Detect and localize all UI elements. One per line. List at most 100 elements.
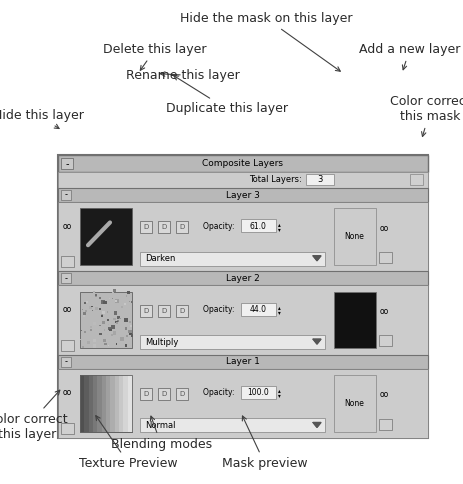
Bar bbox=[58, 369, 428, 438]
Bar bbox=[116, 322, 118, 324]
Bar bbox=[58, 202, 428, 272]
Bar bbox=[83, 315, 85, 317]
Bar bbox=[93, 291, 95, 293]
Bar bbox=[103, 301, 106, 304]
Text: Texture Preview: Texture Preview bbox=[79, 416, 178, 470]
Bar bbox=[58, 188, 428, 202]
Bar bbox=[58, 286, 428, 355]
Bar bbox=[112, 292, 114, 294]
Text: oo: oo bbox=[380, 390, 389, 399]
Polygon shape bbox=[313, 256, 321, 261]
Bar bbox=[120, 337, 125, 341]
Bar bbox=[94, 322, 96, 325]
Bar bbox=[241, 302, 276, 316]
Text: None: None bbox=[345, 399, 364, 408]
Bar bbox=[129, 321, 131, 323]
Text: Normal: Normal bbox=[145, 421, 175, 430]
Bar bbox=[119, 318, 121, 319]
Text: D: D bbox=[179, 224, 185, 230]
Text: D: D bbox=[162, 391, 167, 397]
Bar bbox=[106, 333, 107, 334]
Bar bbox=[80, 375, 132, 432]
Bar bbox=[131, 301, 133, 303]
Text: Composite Layers: Composite Layers bbox=[202, 160, 283, 168]
Bar bbox=[140, 388, 152, 400]
Text: oo: oo bbox=[380, 307, 389, 316]
Bar bbox=[104, 343, 106, 345]
Bar bbox=[158, 221, 170, 233]
Text: Multiply: Multiply bbox=[145, 338, 178, 347]
Bar bbox=[124, 303, 125, 305]
Text: Color correct
this mask: Color correct this mask bbox=[390, 95, 463, 136]
Bar bbox=[109, 298, 110, 299]
Bar bbox=[379, 335, 392, 347]
Bar bbox=[95, 294, 97, 296]
Bar bbox=[103, 339, 106, 343]
Bar bbox=[88, 341, 90, 344]
Text: oo: oo bbox=[63, 222, 72, 231]
Text: 44.0: 44.0 bbox=[250, 305, 267, 314]
Polygon shape bbox=[313, 339, 321, 344]
Text: D: D bbox=[162, 224, 167, 230]
Bar bbox=[61, 340, 74, 351]
Text: D: D bbox=[179, 391, 185, 397]
Bar bbox=[115, 299, 119, 303]
Bar bbox=[334, 208, 375, 265]
Text: Hide this layer: Hide this layer bbox=[0, 109, 83, 129]
Bar bbox=[80, 208, 132, 265]
Text: -: - bbox=[64, 274, 68, 283]
Bar bbox=[111, 334, 113, 336]
Text: Layer 1: Layer 1 bbox=[226, 357, 260, 366]
Text: D: D bbox=[144, 307, 149, 314]
Bar bbox=[334, 375, 375, 432]
Bar bbox=[111, 325, 115, 329]
Text: 61.0: 61.0 bbox=[250, 222, 266, 231]
Bar bbox=[117, 320, 119, 322]
Text: D: D bbox=[162, 307, 167, 314]
Bar bbox=[58, 172, 428, 188]
Bar bbox=[89, 375, 94, 432]
Bar bbox=[410, 174, 423, 185]
Text: Layer 2: Layer 2 bbox=[226, 274, 260, 283]
Bar bbox=[61, 273, 71, 283]
Text: -: - bbox=[64, 191, 68, 199]
Bar bbox=[241, 386, 276, 399]
Bar bbox=[90, 326, 92, 328]
Bar bbox=[84, 375, 89, 432]
Bar bbox=[131, 334, 133, 337]
Text: Darken: Darken bbox=[145, 254, 175, 263]
Bar bbox=[89, 306, 92, 309]
Bar bbox=[123, 375, 128, 432]
Bar bbox=[95, 295, 97, 297]
Text: None: None bbox=[345, 232, 364, 241]
Text: oo: oo bbox=[380, 224, 389, 233]
Bar bbox=[140, 419, 325, 432]
Bar bbox=[101, 314, 102, 315]
Bar bbox=[84, 331, 86, 333]
Bar bbox=[113, 318, 116, 320]
Bar bbox=[82, 346, 84, 348]
Bar bbox=[113, 289, 116, 292]
Bar bbox=[84, 302, 86, 304]
Text: Duplicate this layer: Duplicate this layer bbox=[166, 76, 288, 115]
Text: Opacity:: Opacity: bbox=[203, 389, 237, 397]
Bar bbox=[80, 291, 132, 348]
Bar bbox=[61, 423, 74, 434]
Bar bbox=[112, 298, 113, 299]
Bar bbox=[306, 174, 334, 185]
Bar bbox=[140, 252, 325, 266]
Bar bbox=[117, 316, 120, 318]
Text: Opacity:: Opacity: bbox=[203, 305, 237, 314]
Text: ▾: ▾ bbox=[278, 393, 281, 398]
Text: Add a new layer: Add a new layer bbox=[359, 43, 460, 70]
Bar bbox=[93, 375, 98, 432]
Bar bbox=[379, 252, 392, 263]
Bar bbox=[102, 311, 106, 314]
Text: D: D bbox=[179, 307, 185, 314]
Bar bbox=[176, 388, 188, 400]
Bar bbox=[104, 329, 106, 331]
Bar bbox=[97, 375, 102, 432]
Bar bbox=[241, 219, 276, 232]
Text: 3: 3 bbox=[317, 176, 323, 184]
Bar bbox=[58, 155, 428, 172]
